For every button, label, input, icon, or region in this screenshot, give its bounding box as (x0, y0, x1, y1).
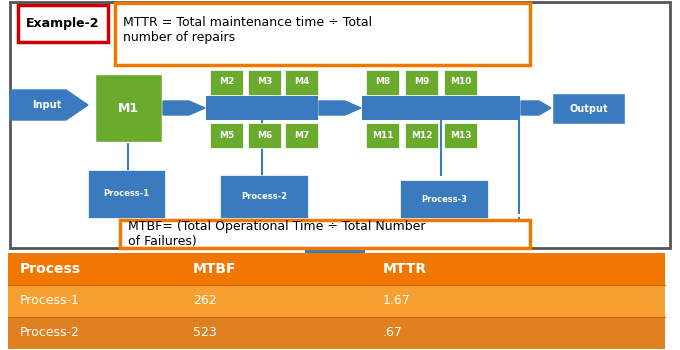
Bar (285, 123, 318, 148)
Text: M13: M13 (449, 131, 471, 140)
Bar (285, 70, 318, 95)
FancyBboxPatch shape (115, 3, 530, 65)
FancyBboxPatch shape (18, 5, 108, 42)
Bar (8, 253, 665, 285)
Bar (400, 180, 488, 218)
Text: 523: 523 (193, 327, 217, 340)
Text: Process-3: Process-3 (421, 195, 467, 203)
Bar (88, 170, 165, 218)
Text: .67: .67 (383, 327, 403, 340)
Bar (10, 2, 670, 248)
Bar (8, 285, 665, 317)
Text: M10: M10 (449, 77, 471, 86)
Text: M2: M2 (219, 77, 234, 86)
Bar (206, 96, 318, 120)
Text: MTBF= (Total Operational Time ÷ Total Number
of Failures): MTBF= (Total Operational Time ÷ Total Nu… (128, 220, 426, 248)
FancyArrow shape (319, 101, 361, 115)
Text: M6: M6 (257, 131, 272, 140)
Text: M7: M7 (294, 131, 309, 140)
Bar (444, 70, 477, 95)
Bar (405, 70, 438, 95)
Text: Example-2: Example-2 (27, 17, 100, 30)
Text: MTTR = Total maintenance time ÷ Total
number of repairs: MTTR = Total maintenance time ÷ Total nu… (123, 16, 372, 44)
Text: Process-1: Process-1 (20, 294, 80, 308)
Bar (210, 123, 243, 148)
Text: M8: M8 (375, 77, 390, 86)
Bar (362, 96, 520, 120)
Text: Process-2: Process-2 (20, 327, 80, 340)
FancyBboxPatch shape (120, 220, 530, 248)
FancyArrow shape (163, 101, 205, 115)
Bar (552, 93, 625, 124)
Bar (444, 123, 477, 148)
FancyArrow shape (10, 90, 88, 120)
FancyArrow shape (521, 101, 551, 115)
Text: M12: M12 (411, 131, 432, 140)
Text: Output: Output (569, 104, 608, 113)
Bar (248, 70, 281, 95)
Bar (95, 74, 162, 142)
Bar (366, 70, 399, 95)
Text: M3: M3 (257, 77, 272, 86)
Text: 1.67: 1.67 (383, 294, 411, 308)
Bar (220, 175, 308, 218)
Bar (8, 317, 665, 349)
Text: M4: M4 (294, 77, 309, 86)
Text: M9: M9 (414, 77, 429, 86)
Text: M11: M11 (372, 131, 393, 140)
Text: Process-1: Process-1 (103, 189, 150, 198)
Bar (366, 123, 399, 148)
Text: Process-2: Process-2 (241, 192, 287, 201)
Text: 262: 262 (193, 294, 217, 308)
Text: MTTR: MTTR (383, 262, 427, 276)
Text: M1: M1 (118, 102, 139, 114)
Bar (248, 123, 281, 148)
Bar (210, 70, 243, 95)
Bar (305, 247, 365, 253)
Text: M5: M5 (219, 131, 234, 140)
Text: MTBF: MTBF (193, 262, 237, 276)
Bar (405, 123, 438, 148)
Text: Process: Process (20, 262, 81, 276)
Text: Input: Input (32, 100, 61, 110)
